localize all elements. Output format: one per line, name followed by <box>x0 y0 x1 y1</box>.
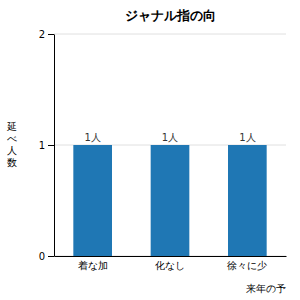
chart: 1人 1人 1人着な加 化なし 徐々に少 0 1 2 ジャナル指の向延べ人数来年の予 <box>0 0 300 300</box>
y-tick-label: 0 <box>39 251 45 262</box>
bars <box>73 145 266 256</box>
x-axis: 着な加 化なし 徐々に少 <box>55 257 287 272</box>
annotation: 来年の予 <box>246 283 286 294</box>
grid <box>54 34 286 256</box>
x-tick-label: 化なし <box>155 260 185 271</box>
x-tick: 徐々に少 <box>227 260 267 271</box>
data-label: 1人 <box>239 132 255 143</box>
bar <box>151 145 190 256</box>
data-label: 1人 <box>162 132 178 143</box>
y-tick-label: 1 <box>39 140 45 151</box>
bar <box>228 145 267 256</box>
x-tick-label: 徐々に少 <box>227 260 267 271</box>
data-label: 1人 <box>84 132 100 143</box>
y-tick: 1 <box>39 140 54 151</box>
annotations: 来年の予 <box>246 283 286 294</box>
data-labels: 1人 1人 1人 <box>84 132 255 143</box>
x-tick: 着な加 <box>78 260 108 271</box>
y-tick-mark <box>48 256 54 257</box>
x-tick-label: 着な加 <box>78 260 108 271</box>
y-tick-mark <box>48 34 54 35</box>
grid-line <box>54 34 286 35</box>
y-axis: 0 1 2 <box>39 29 55 262</box>
bar <box>73 145 112 256</box>
y-tick: 2 <box>39 29 54 40</box>
y-axis-line <box>54 35 55 257</box>
y-axis-title: 延べ人数 <box>6 121 17 168</box>
y-tick: 0 <box>39 251 54 262</box>
plot-area: 1人 1人 1人着な加 化なし 徐々に少 0 1 2 <box>39 29 287 271</box>
y-tick-label: 2 <box>39 29 45 40</box>
y-tick-mark <box>48 145 54 146</box>
title: ジャナル指の向 <box>125 8 216 23</box>
x-axis-line <box>55 256 287 257</box>
x-tick: 化なし <box>155 260 185 271</box>
